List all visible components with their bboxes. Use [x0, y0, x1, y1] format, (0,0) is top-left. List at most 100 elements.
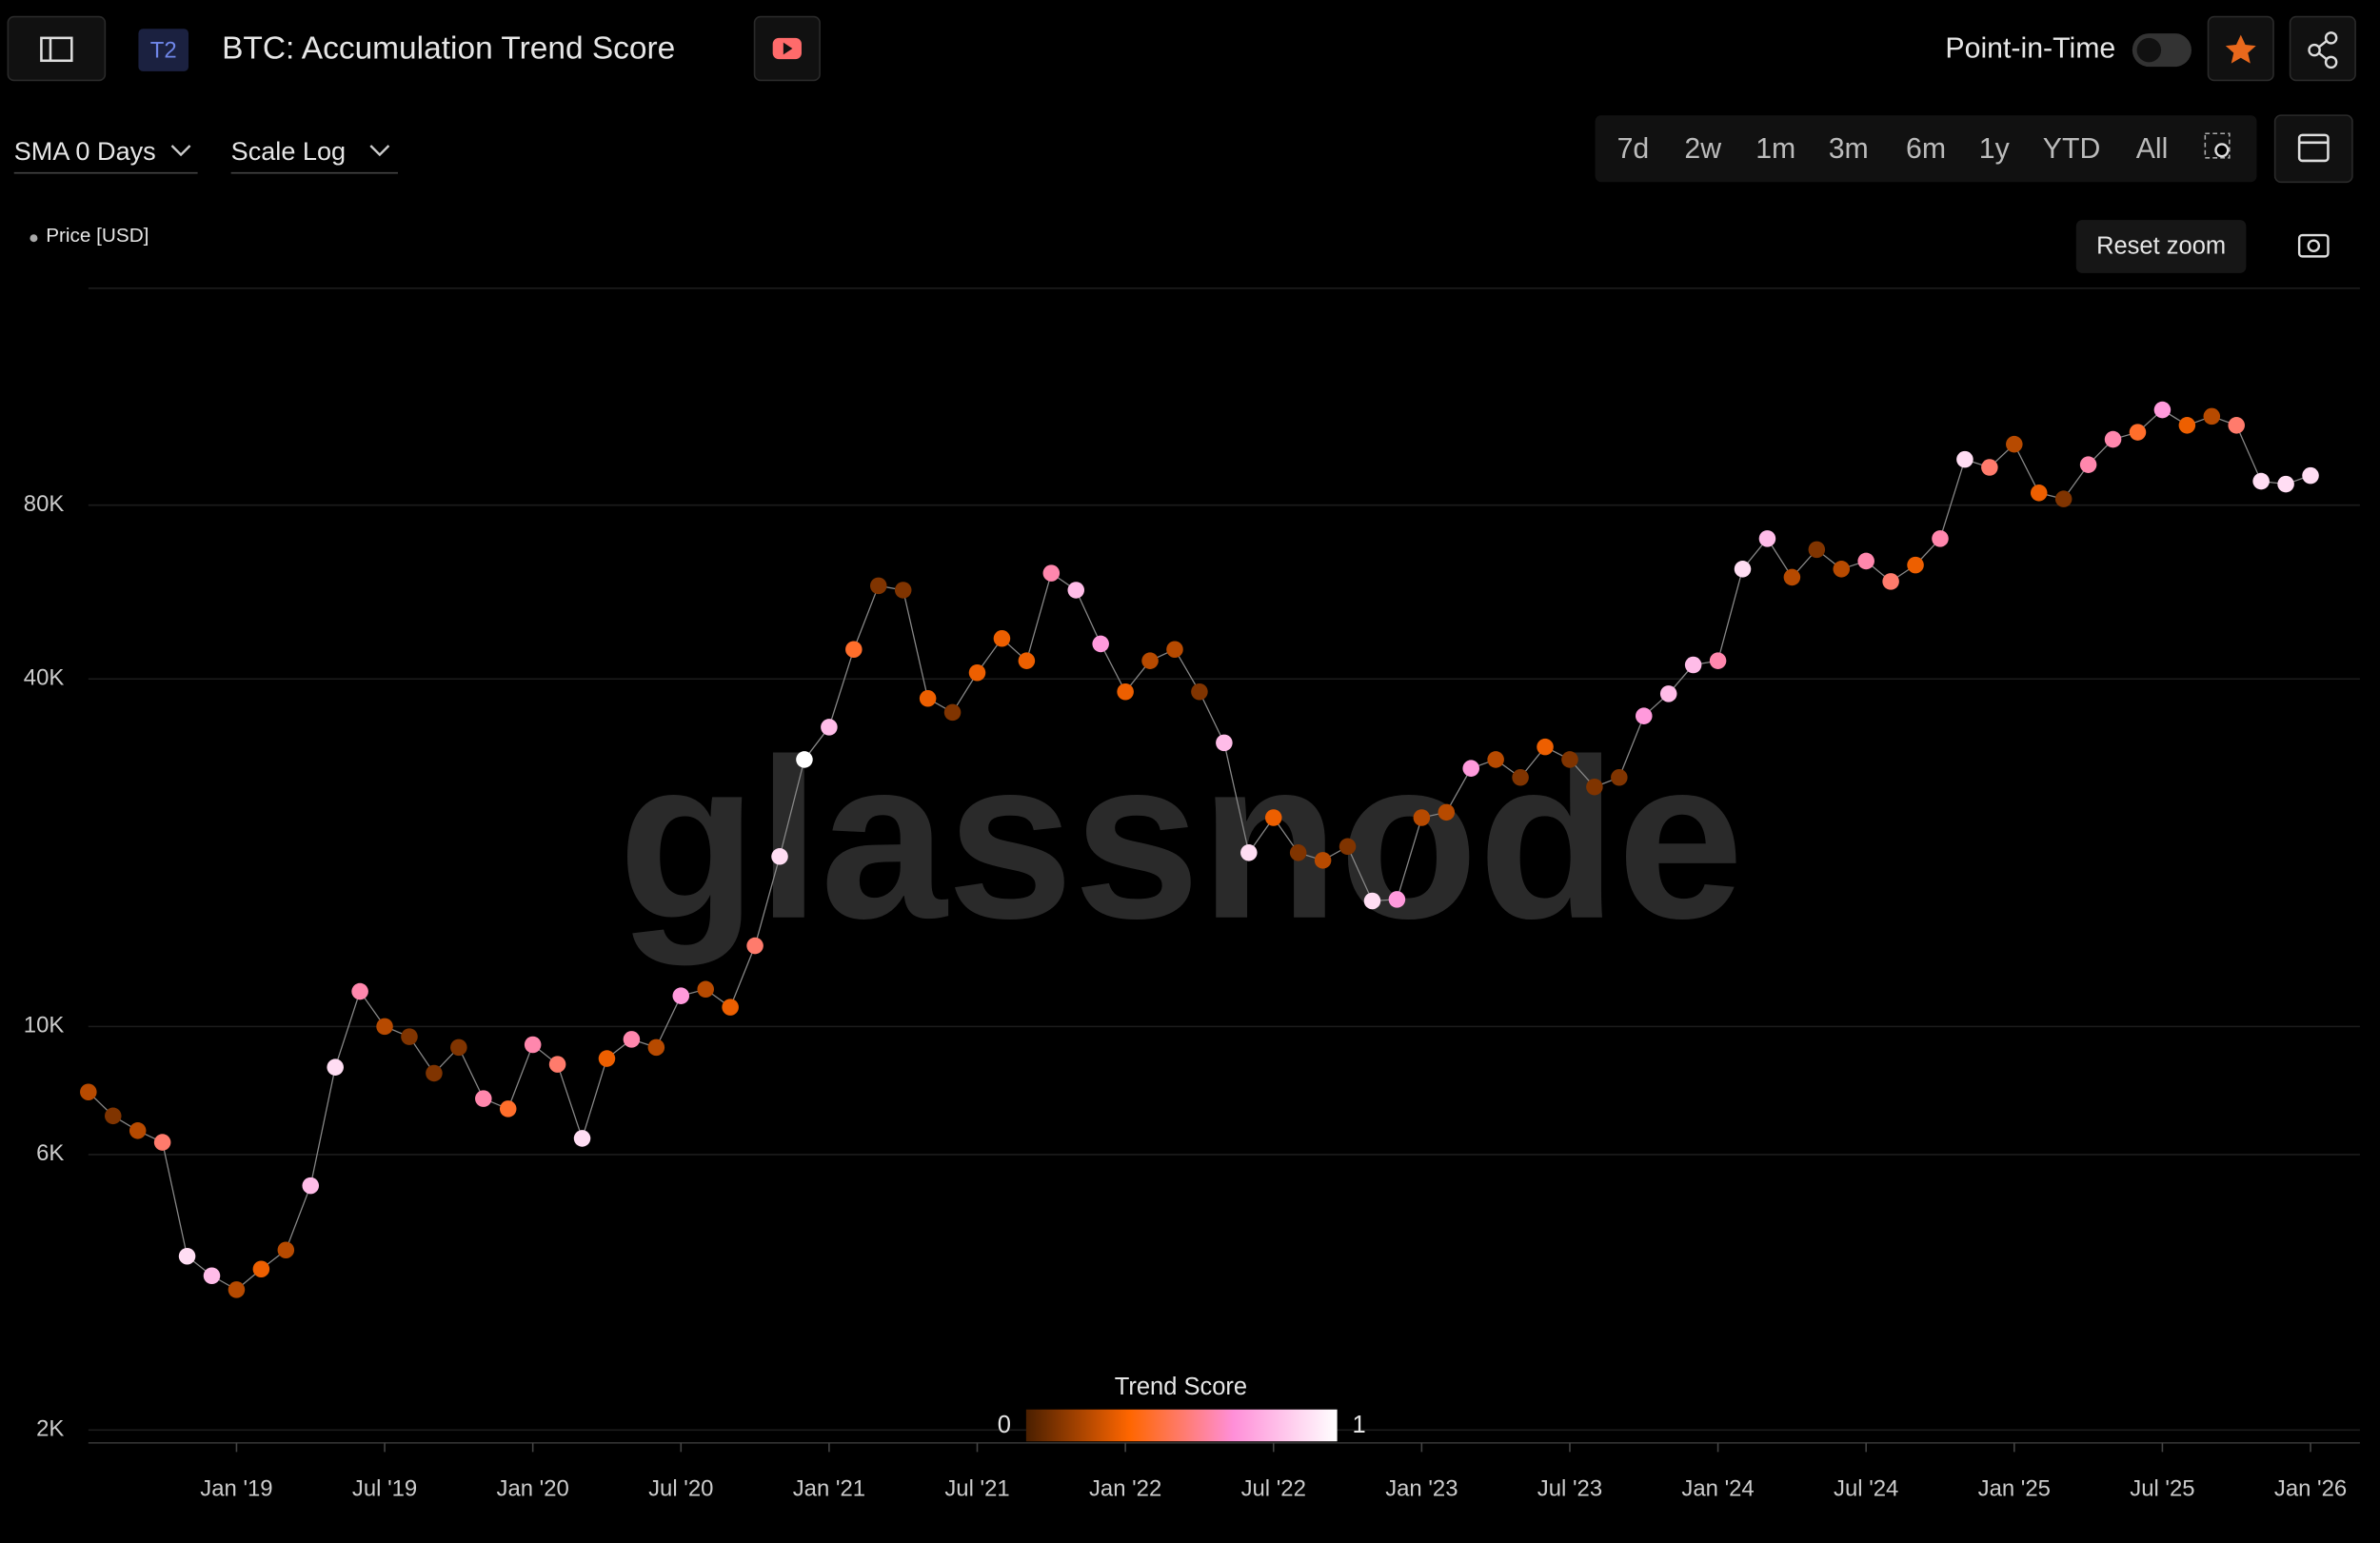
x-tick-label: Jan '19 — [200, 1476, 272, 1502]
price-point — [277, 1241, 295, 1258]
sidebar-button[interactable] — [7, 15, 107, 82]
price-point — [450, 1039, 467, 1057]
price-point — [1709, 652, 1727, 669]
legend-dot — [30, 234, 38, 243]
price-point — [1289, 844, 1307, 861]
range-buttons: 7d 2w 1m 3m 6m 1y YTD All — [1617, 133, 2169, 165]
range-button[interactable]: 1y — [1979, 133, 2011, 165]
reset-label: Reset zoom — [2096, 233, 2226, 260]
price-point — [2302, 466, 2319, 485]
x-tick-label: Jul '24 — [1834, 1476, 1898, 1502]
price-point — [1067, 582, 1085, 599]
price-point — [993, 630, 1011, 647]
y-tick-label: 80K — [24, 491, 65, 517]
price-point — [524, 1036, 542, 1054]
camera-button[interactable] — [2297, 233, 2330, 258]
price-point — [1808, 541, 1826, 559]
range-button[interactable]: YTD — [2043, 133, 2101, 165]
price-point — [1684, 656, 1702, 674]
price-point — [1833, 561, 1851, 578]
price-point — [1636, 707, 1653, 724]
range-button[interactable]: 1m — [1755, 133, 1795, 165]
price-point — [1166, 641, 1183, 658]
price-point — [1438, 803, 1456, 821]
range-button[interactable]: 6m — [1906, 133, 1946, 165]
price-point — [1956, 450, 1973, 468]
price-point — [1363, 892, 1381, 910]
price-point — [203, 1267, 221, 1285]
price-point — [1018, 652, 1036, 669]
x-tick-label: Jan '23 — [1385, 1476, 1458, 1502]
zoom-search[interactable] — [2204, 132, 2231, 159]
price-point — [2006, 435, 2023, 453]
price-point — [1981, 459, 1998, 476]
price-point — [548, 1056, 566, 1073]
toggle-label: Point-in-Time — [1945, 33, 2115, 65]
y-tick-label: 40K — [24, 665, 65, 691]
range-button[interactable]: All — [2136, 133, 2169, 165]
page-title: BTC: Accumulation Trend Score — [222, 30, 675, 66]
price-point — [104, 1107, 122, 1125]
price-point — [845, 641, 863, 658]
price-point — [2203, 407, 2221, 425]
x-tick-label: Jan '22 — [1089, 1476, 1161, 1502]
price-point — [1586, 778, 1603, 796]
favorite-button[interactable] — [2207, 15, 2274, 82]
calendar-button[interactable] — [2273, 114, 2353, 184]
price-point — [1413, 809, 1431, 826]
price-point — [1264, 809, 1282, 826]
price-point — [722, 999, 739, 1016]
price-point — [919, 690, 937, 707]
price-point — [1561, 751, 1578, 768]
price-point — [697, 980, 714, 999]
price-point — [2252, 472, 2270, 490]
price-point — [1216, 734, 1233, 752]
price-point — [1907, 556, 1924, 574]
share-button[interactable] — [2289, 15, 2356, 82]
price-point — [2104, 430, 2122, 448]
scale-dropdown[interactable]: Scale Log — [231, 136, 398, 174]
video-button[interactable] — [753, 15, 821, 82]
price-point — [796, 751, 813, 768]
watermark: glassnode — [618, 712, 1743, 966]
price-point — [1537, 738, 1554, 756]
price-point — [80, 1083, 97, 1100]
y-tick-label: 2K — [36, 1416, 64, 1442]
x-tick-label: Jan '20 — [497, 1476, 569, 1502]
x-tick-label: Jul '21 — [944, 1476, 1009, 1502]
price-point — [252, 1260, 270, 1277]
price-point — [2129, 424, 2147, 441]
price-point — [1611, 769, 1628, 786]
sma-dropdown[interactable]: SMA 0 Days — [13, 136, 198, 174]
price-point — [1388, 891, 1406, 908]
price-point — [1487, 751, 1504, 768]
price-point — [2277, 475, 2294, 493]
colorbar — [1025, 1409, 1338, 1442]
legend-item[interactable]: Price [USD] — [46, 225, 149, 247]
plot: 2K 6K 10K 40K 80K Jan '19 Jul '19 Jan '20 Jul '2… — [24, 287, 2360, 1502]
price-point — [1512, 769, 1529, 786]
price-point — [1932, 530, 1949, 547]
range-button[interactable]: 7d — [1617, 133, 1650, 165]
price-point — [1117, 682, 1134, 701]
toggle[interactable] — [2132, 33, 2192, 68]
price-point — [1857, 552, 1874, 570]
price-point — [869, 577, 887, 595]
x-tick-label: Jul '22 — [1241, 1476, 1306, 1502]
price-point — [672, 987, 690, 1004]
price-point — [1758, 530, 1776, 547]
price-point — [327, 1058, 344, 1076]
range-button[interactable]: 2w — [1684, 133, 1721, 165]
reset-zoom[interactable]: Reset zoom — [2075, 220, 2247, 273]
range-button[interactable]: 3m — [1829, 133, 1869, 165]
y-tick-label: 6K — [36, 1140, 64, 1166]
price-point — [376, 1018, 393, 1036]
price-point — [746, 937, 764, 955]
price-point — [1042, 564, 1061, 582]
price-point — [1462, 760, 1479, 777]
price-point — [1191, 682, 1208, 701]
range-bar — [1595, 115, 2257, 183]
price-point — [1783, 568, 1801, 586]
price-point — [228, 1281, 246, 1298]
